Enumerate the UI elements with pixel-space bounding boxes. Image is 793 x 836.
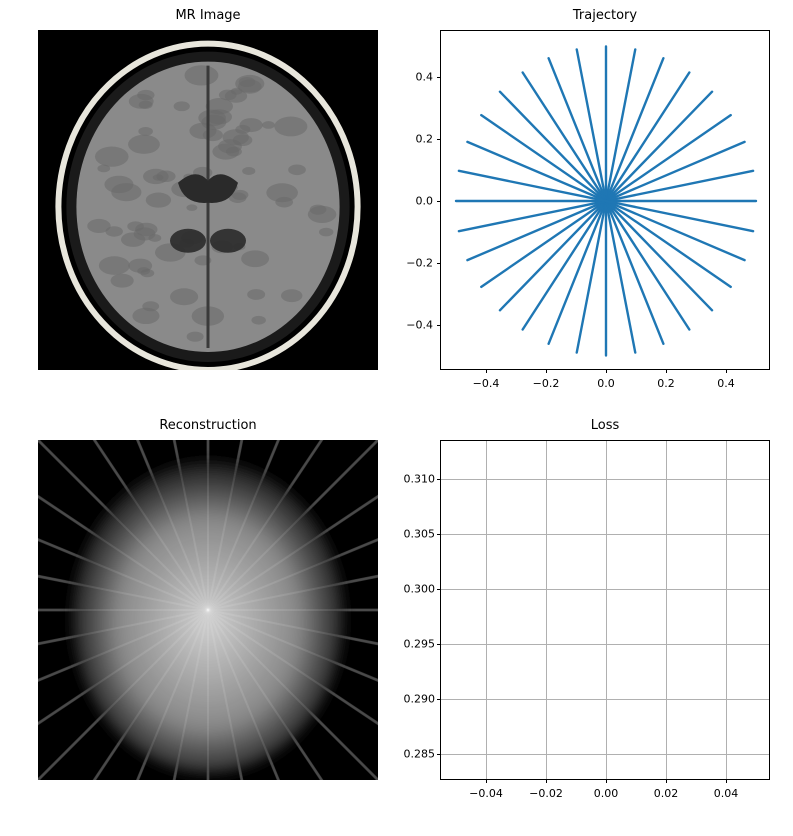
loss-ytick-label: 0.300 bbox=[389, 583, 435, 596]
title-mr-image: MR Image bbox=[38, 8, 378, 23]
trajectory-xtick-label: 0.4 bbox=[717, 377, 735, 390]
loss-ytick-label: 0.310 bbox=[389, 473, 435, 486]
title-loss: Loss bbox=[440, 418, 770, 433]
loss-xtick-label: 0.00 bbox=[594, 787, 619, 800]
loss-xtick-label: 0.02 bbox=[654, 787, 679, 800]
loss-xtick-label: −0.04 bbox=[469, 787, 503, 800]
trajectory-xtick-label: −0.2 bbox=[533, 377, 560, 390]
mr-image-frame bbox=[38, 30, 378, 370]
trajectory-ytick-label: 0.0 bbox=[393, 195, 433, 208]
trajectory-svg bbox=[441, 31, 771, 371]
trajectory-axes: −0.4−0.20.00.20.4−0.4−0.20.00.20.4 bbox=[440, 30, 770, 370]
loss-ytick-label: 0.305 bbox=[389, 528, 435, 541]
panel-loss: Loss −0.04−0.020.000.020.040.2850.2900.2… bbox=[440, 440, 770, 780]
loss-xtick-label: −0.02 bbox=[529, 787, 563, 800]
trajectory-ytick-label: −0.2 bbox=[393, 256, 433, 269]
loss-ytick-label: 0.285 bbox=[389, 747, 435, 760]
loss-ytick-label: 0.290 bbox=[389, 692, 435, 705]
trajectory-ytick-label: −0.4 bbox=[393, 318, 433, 331]
trajectory-ytick-label: 0.4 bbox=[393, 71, 433, 84]
trajectory-ytick-label: 0.2 bbox=[393, 133, 433, 146]
trajectory-xtick-label: −0.4 bbox=[473, 377, 500, 390]
loss-axes: −0.04−0.020.000.020.040.2850.2900.2950.3… bbox=[440, 440, 770, 780]
trajectory-xtick-label: 0.2 bbox=[657, 377, 675, 390]
loss-xtick-label: 0.04 bbox=[714, 787, 739, 800]
loss-ytick-label: 0.295 bbox=[389, 637, 435, 650]
reconstruction-frame bbox=[38, 440, 378, 780]
figure: MR Image Trajectory −0.4−0.20.00.20.4−0.… bbox=[0, 0, 793, 836]
mr-image-svg bbox=[38, 30, 378, 370]
title-trajectory: Trajectory bbox=[440, 8, 770, 23]
panel-reconstruction: Reconstruction bbox=[38, 440, 378, 780]
trajectory-xtick-label: 0.0 bbox=[597, 377, 615, 390]
panel-mr-image: MR Image bbox=[38, 30, 378, 370]
panel-trajectory: Trajectory −0.4−0.20.00.20.4−0.4−0.20.00… bbox=[440, 30, 770, 370]
reconstruction-svg bbox=[38, 440, 378, 780]
title-reconstruction: Reconstruction bbox=[38, 418, 378, 433]
